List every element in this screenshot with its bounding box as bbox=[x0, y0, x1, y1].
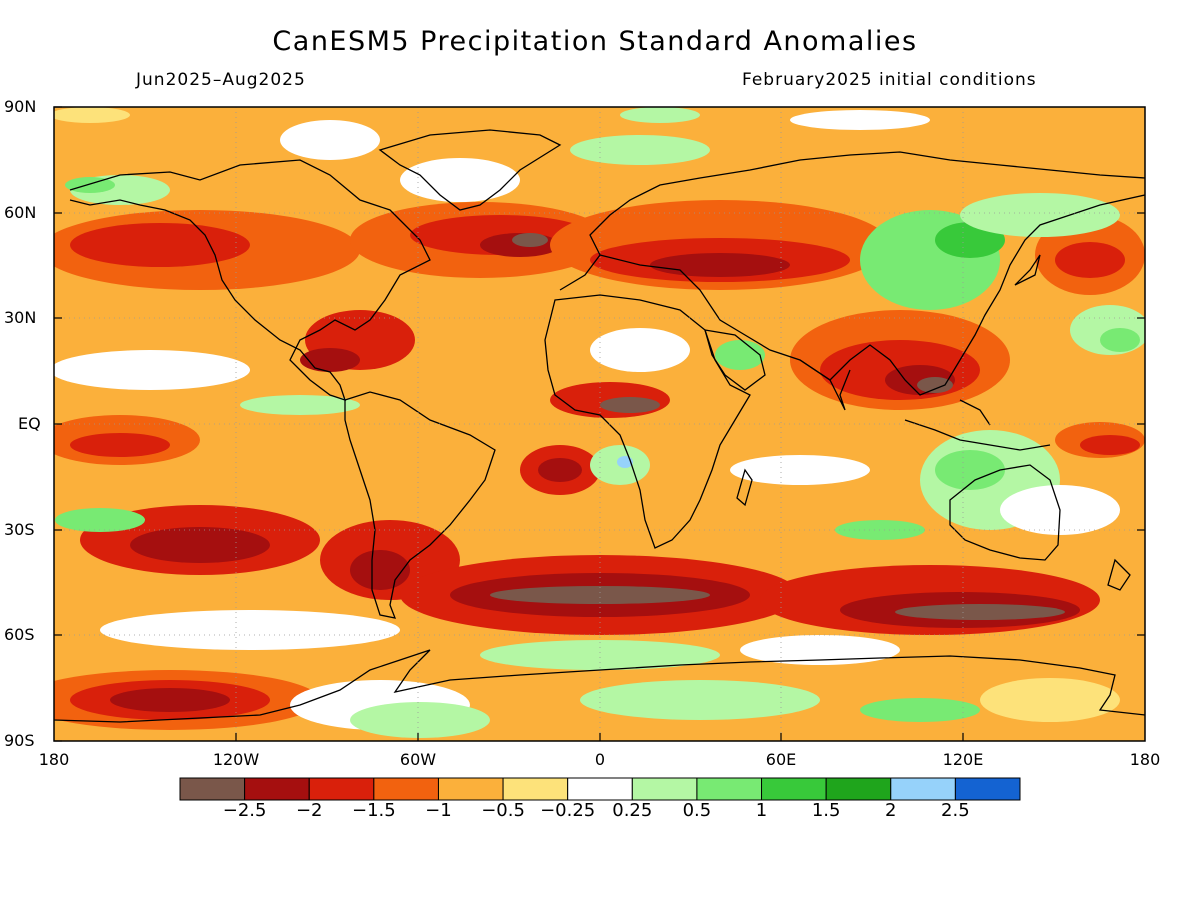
anomaly-patch bbox=[1080, 435, 1140, 455]
colorbar-label: −1 bbox=[425, 800, 452, 821]
axis-ticks bbox=[54, 106, 1145, 742]
anomaly-patch bbox=[130, 527, 270, 563]
anomaly-patch bbox=[350, 702, 490, 738]
colorbar-label: 1.5 bbox=[811, 800, 841, 821]
initial-conditions-label: February2025 initial conditions bbox=[742, 70, 1037, 90]
anomaly-patch bbox=[240, 395, 360, 415]
anomaly-patch bbox=[895, 604, 1065, 620]
anomaly-patch bbox=[70, 223, 250, 267]
anomaly-patch bbox=[650, 253, 790, 277]
lat-label-60s: 60S bbox=[4, 625, 35, 644]
anomaly-patch bbox=[100, 610, 400, 650]
anomaly-patch bbox=[917, 377, 953, 393]
lon-label-120w: 120W bbox=[212, 750, 260, 769]
anomaly-patch bbox=[280, 120, 380, 160]
lon-label-180w: 180 bbox=[38, 750, 70, 769]
colorbar-label: −0.25 bbox=[540, 800, 596, 821]
anomaly-patch bbox=[730, 455, 870, 485]
anomaly-patch bbox=[55, 508, 145, 532]
colorbar-label: −2.5 bbox=[222, 800, 267, 821]
anomaly-patch bbox=[960, 193, 1120, 237]
lat-label-90s: 90S bbox=[4, 731, 35, 750]
lat-label-30s: 30S bbox=[4, 520, 35, 539]
lat-label-60n: 60N bbox=[4, 203, 37, 222]
colorbar-label: 0.25 bbox=[612, 800, 653, 821]
colorbar-swatch bbox=[696, 777, 763, 801]
lon-label-120e: 120E bbox=[942, 750, 984, 769]
anomaly-patch bbox=[70, 433, 170, 457]
colorbar-swatch bbox=[308, 777, 375, 801]
anomaly-patch bbox=[54, 107, 130, 123]
colorbar-swatch bbox=[954, 777, 1021, 801]
anomaly-patch bbox=[350, 550, 410, 590]
anomaly-patch bbox=[400, 158, 520, 202]
anomaly-patch bbox=[715, 340, 765, 370]
lon-label-60e: 60E bbox=[765, 750, 797, 769]
anomaly-patch bbox=[54, 350, 250, 390]
anomaly-patch bbox=[980, 678, 1120, 722]
anomaly-patch bbox=[740, 635, 900, 665]
colorbar-swatch bbox=[179, 777, 246, 801]
lat-label-30n: 30N bbox=[4, 308, 37, 327]
colorbar-swatch bbox=[244, 777, 310, 801]
map-title: CanESM5 Precipitation Standard Anomalies bbox=[272, 26, 918, 57]
anomaly-patch bbox=[600, 397, 660, 413]
colorbar-label: 1 bbox=[755, 800, 768, 821]
colorbar-label: 2 bbox=[885, 800, 897, 821]
lon-label-0: 0 bbox=[594, 750, 606, 769]
colorbar-swatch bbox=[825, 777, 892, 801]
colorbar-swatch bbox=[373, 777, 439, 801]
anomaly-patches bbox=[54, 107, 1145, 738]
lon-label-180e: 180 bbox=[1129, 750, 1161, 769]
map-grid bbox=[54, 107, 1145, 741]
colorbar-label: 0.5 bbox=[682, 800, 712, 821]
colorbar-swatch bbox=[437, 777, 504, 801]
colorbar-swatch bbox=[631, 777, 698, 801]
anomaly-patch bbox=[538, 458, 582, 482]
colorbar-swatch bbox=[890, 777, 956, 801]
colorbar-label: −1.5 bbox=[351, 800, 396, 821]
lat-label-90n: 90N bbox=[4, 97, 37, 116]
anomaly-patch bbox=[580, 680, 820, 720]
colorbar-swatch bbox=[502, 777, 569, 801]
anomaly-patch bbox=[490, 586, 710, 604]
colorbar-label: −2 bbox=[295, 800, 323, 821]
colorbar-swatch bbox=[761, 777, 827, 801]
anomaly-patch bbox=[860, 698, 980, 722]
colorbar-label: −0.5 bbox=[481, 800, 525, 821]
anomaly-patch bbox=[300, 348, 360, 372]
anomaly-patch bbox=[1055, 242, 1125, 278]
anomaly-patch bbox=[512, 233, 548, 247]
coastlines bbox=[54, 129, 1145, 723]
anomaly-patch bbox=[1100, 328, 1140, 352]
anomaly-patch bbox=[935, 450, 1005, 490]
anomaly-patch bbox=[790, 110, 930, 130]
season-label: Jun2025–Aug2025 bbox=[136, 70, 306, 90]
colorbar bbox=[179, 777, 1021, 801]
anomaly-patch bbox=[590, 328, 690, 372]
anomaly-patch bbox=[480, 640, 720, 670]
lat-label-eq: EQ bbox=[18, 414, 41, 433]
anomaly-patch bbox=[570, 135, 710, 165]
colorbar-swatch bbox=[567, 777, 633, 801]
anomaly-patch bbox=[620, 107, 700, 123]
anomaly-patch bbox=[110, 688, 230, 712]
colorbar-label: 2.5 bbox=[941, 800, 970, 821]
lon-label-60w: 60W bbox=[399, 750, 437, 769]
anomaly-patch bbox=[65, 177, 115, 193]
